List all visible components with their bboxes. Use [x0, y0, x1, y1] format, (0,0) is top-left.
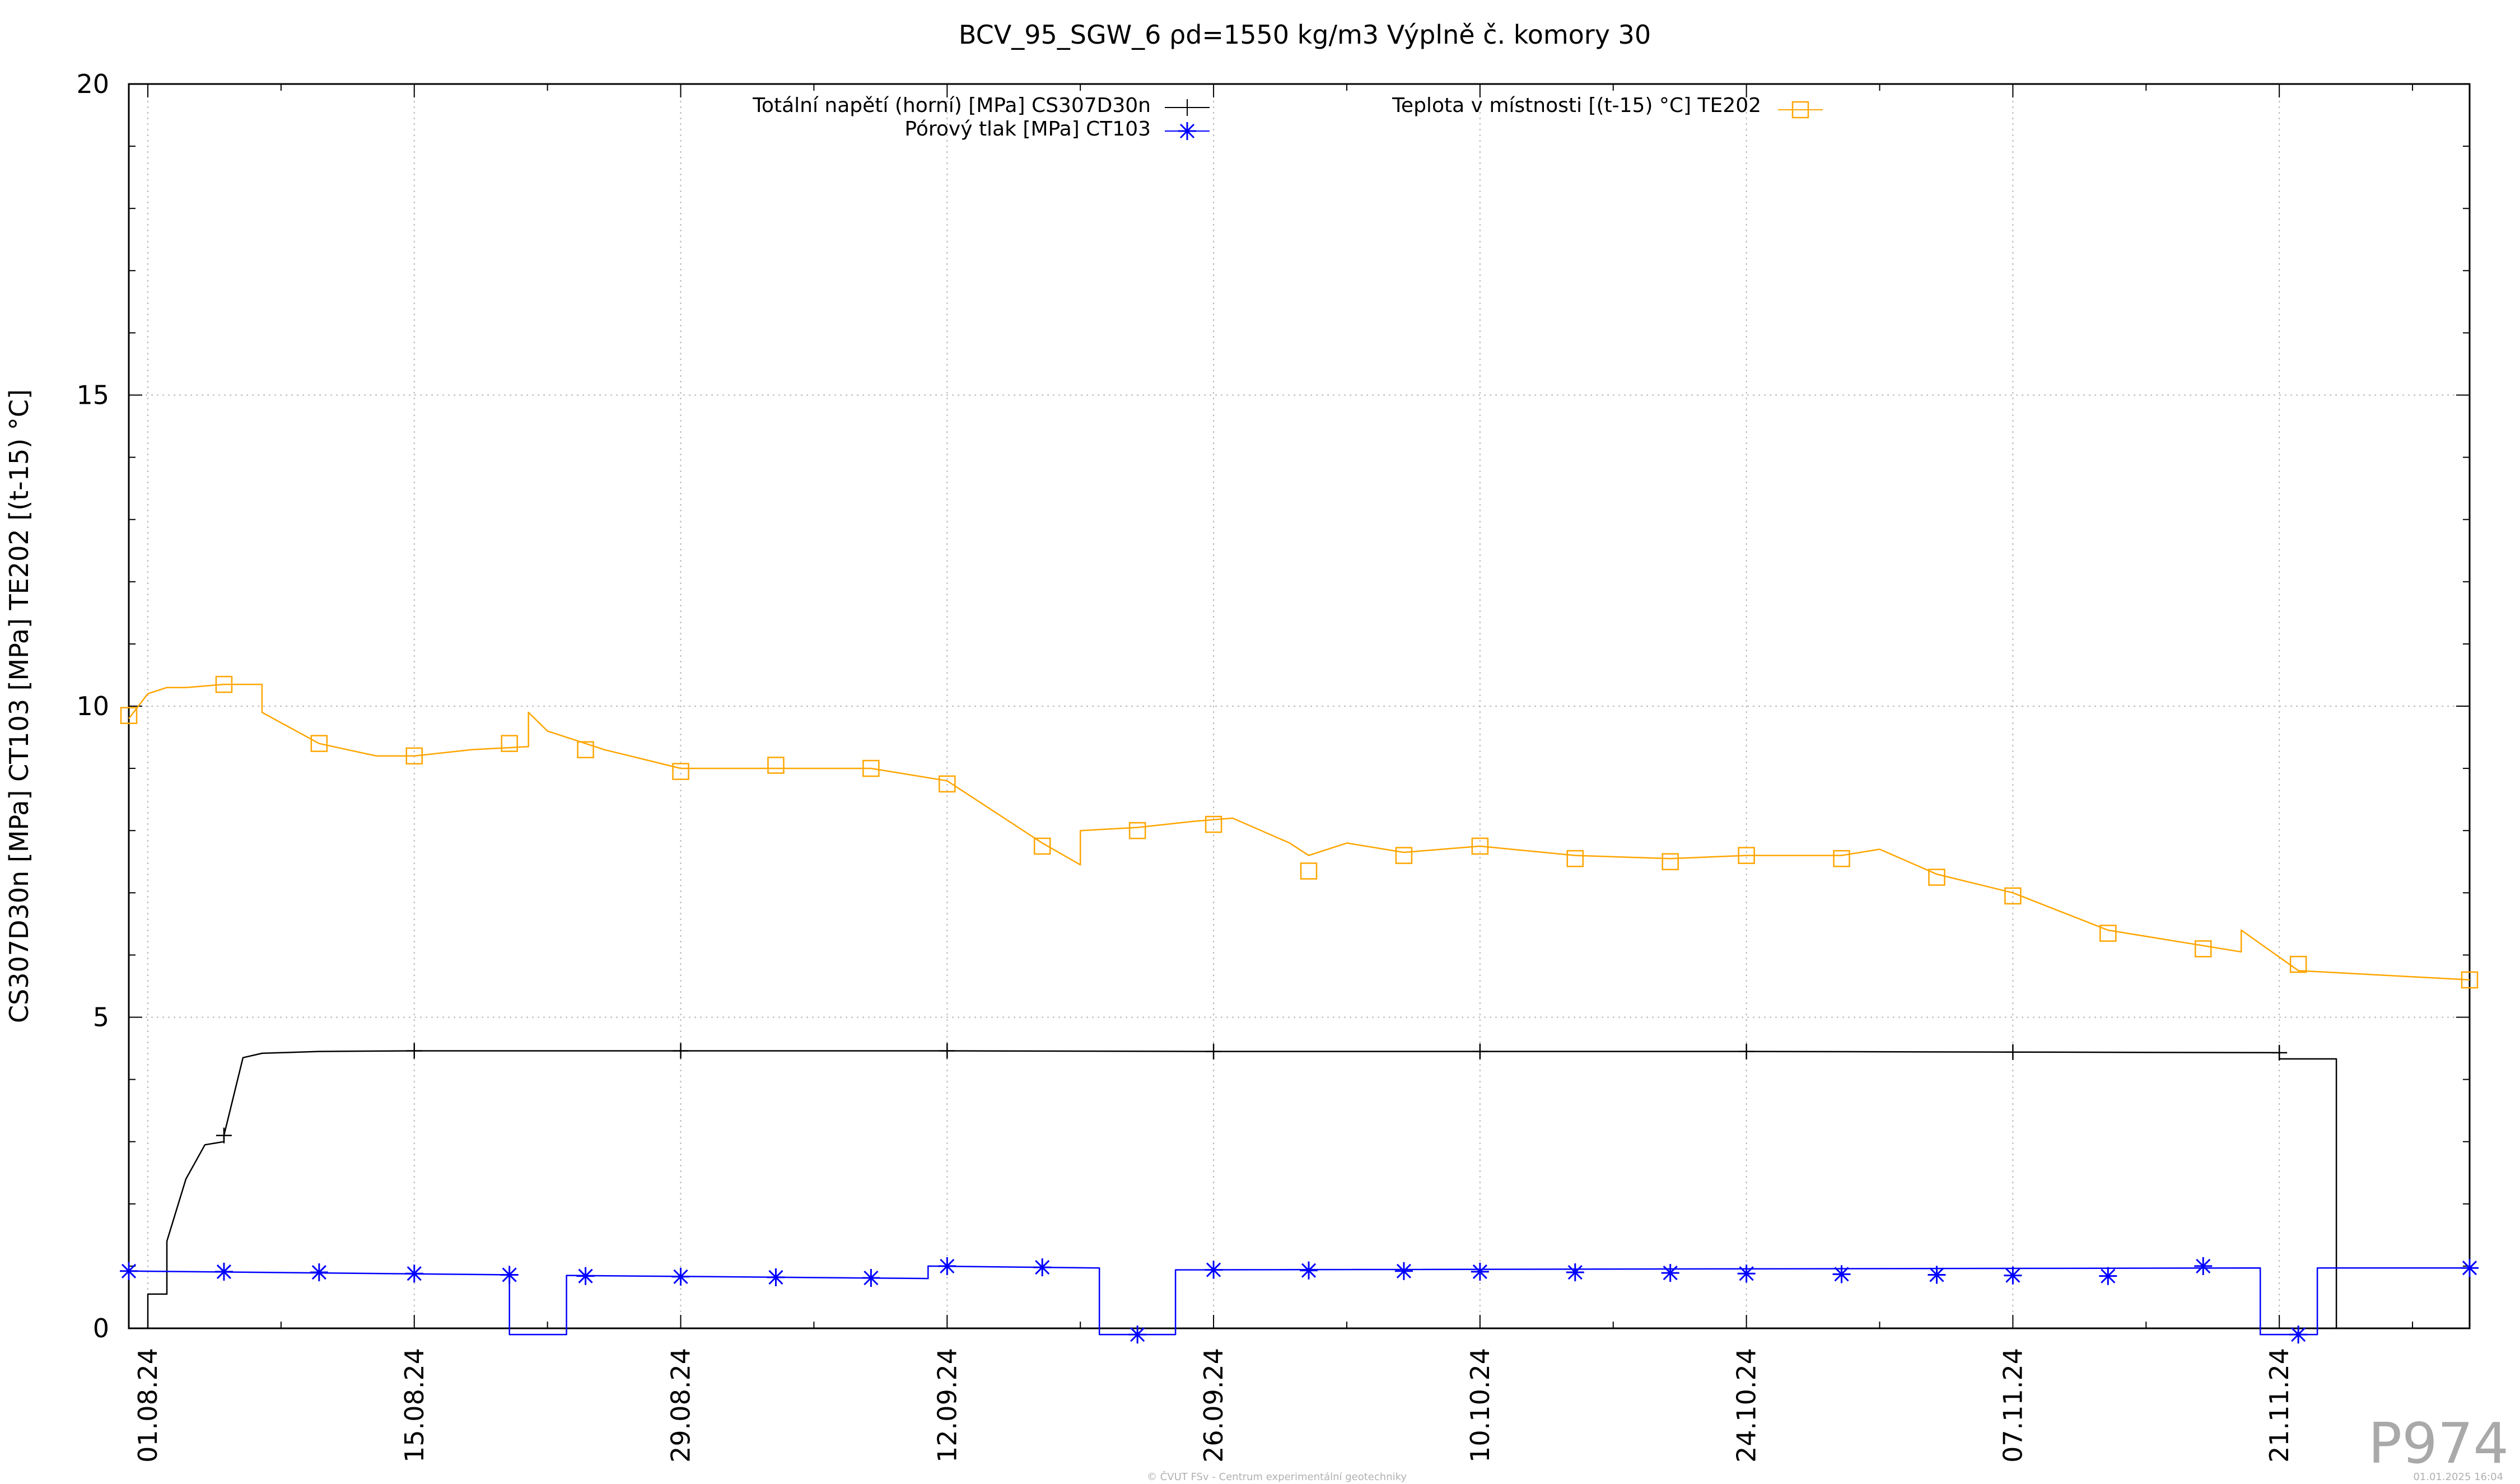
marker-square	[1033, 837, 1051, 855]
marker-star	[2099, 1267, 2117, 1285]
marker-square	[1738, 847, 1755, 864]
marker-square	[2194, 940, 2212, 958]
marker-star	[1394, 1262, 1413, 1280]
marker-plus	[1206, 1043, 1222, 1060]
marker-star	[1471, 1262, 1489, 1281]
marker-square	[310, 735, 328, 752]
x-tick-label: 10.10.24	[1465, 1348, 1495, 1463]
marker-star	[2461, 1259, 2479, 1277]
footer-copyright: © ČVUT FSv - Centrum experimentální geot…	[1147, 1471, 1407, 1483]
marker-star	[2289, 1326, 2308, 1344]
marker-square	[501, 735, 518, 752]
x-tick-label: 12.09.24	[932, 1348, 962, 1463]
marker-star	[1128, 1326, 1147, 1344]
x-ticks: 01.08.24 15.08.24 29.08.24 12.09.24 26.09.24…	[133, 84, 2414, 1463]
marker-star	[1566, 1263, 1584, 1282]
marker-plus	[1738, 1043, 1754, 1060]
chart-title: BCV_95_SGW_6 ρd=1550 kg/m3 Výplně č. kom…	[959, 20, 1651, 50]
marker-star	[2004, 1266, 2022, 1285]
marker-star	[1033, 1258, 1052, 1277]
y-axis-label: CS307D30n [MPa] CT103 [MPa] TE202 [(t-15…	[4, 389, 34, 1023]
legend-swatch-total-stress	[1165, 99, 1210, 116]
series-line-1	[128, 1265, 2470, 1336]
footer-timestamp: 01.01.2025 16:04	[2413, 1471, 2503, 1483]
marker-star	[671, 1267, 690, 1286]
marker-square	[1662, 853, 1679, 870]
y-tick-label: 10	[76, 691, 109, 721]
marker-square	[1395, 847, 1413, 864]
marker-square	[2004, 887, 2022, 905]
marker-plus	[1472, 1043, 1488, 1060]
marker-square	[862, 759, 880, 777]
series-line-2	[128, 683, 2470, 981]
y-tick-label: 20	[76, 69, 109, 99]
marker-star	[120, 1262, 138, 1280]
marker-star	[1928, 1266, 1946, 1284]
marker-plus	[673, 1043, 689, 1059]
y-tick-label: 5	[93, 1002, 109, 1033]
x-tick-label: 26.09.24	[1198, 1348, 1229, 1463]
plot-area: 0 5 10 15 20 01.08.24 15.08.24 29.08.24 12.09.2…	[76, 69, 2479, 1463]
marker-star	[310, 1263, 328, 1282]
marker-plus	[2005, 1044, 2021, 1060]
marker-square	[1471, 837, 1489, 855]
marker-star	[500, 1266, 519, 1284]
legend: Totální napětí (horní) [MPa] CS307D30n P…	[752, 94, 1823, 141]
marker-star	[1737, 1264, 1756, 1283]
marker-square	[1205, 815, 1222, 833]
marker-star	[938, 1257, 956, 1275]
marker-square	[120, 707, 138, 724]
x-tick-label: 07.11.24	[1998, 1348, 2028, 1463]
legend-swatch-room-temperature	[1778, 101, 1823, 119]
marker-square	[1128, 822, 1146, 839]
y-tick-label: 0	[93, 1313, 109, 1343]
marker-square	[215, 675, 233, 693]
marker-star	[1661, 1264, 1679, 1282]
series-markers	[120, 675, 2479, 1344]
marker-square	[2099, 925, 2117, 942]
marker-plus	[939, 1043, 955, 1059]
legend-label-room-temperature: Teplota v místnosti [(t-15) °C] TE202	[1392, 94, 1761, 117]
x-tick-label: 01.08.24	[133, 1348, 163, 1463]
marker-star	[1299, 1261, 1318, 1280]
legend-swatch-pore-pressure	[1165, 122, 1210, 140]
marker-square	[672, 763, 689, 780]
plot-id-watermark: P974	[2368, 1411, 2509, 1476]
legend-label-total-stress: Totální napětí (horní) [MPa] CS307D30n	[752, 94, 1151, 117]
x-tick-label: 24.10.24	[1732, 1348, 1762, 1463]
marker-star	[862, 1269, 880, 1287]
marker-star	[214, 1262, 233, 1281]
marker-star	[767, 1268, 785, 1286]
marker-square	[939, 775, 956, 793]
marker-square	[577, 741, 594, 759]
x-tick-label: 21.11.24	[2264, 1348, 2294, 1463]
marker-square	[767, 757, 785, 774]
marker-star	[405, 1264, 423, 1283]
marker-plus	[2271, 1044, 2288, 1061]
marker-plus	[216, 1127, 232, 1144]
legend-label-pore-pressure: Pórový tlak [MPa] CT103	[904, 118, 1151, 141]
marker-star	[2194, 1257, 2213, 1275]
marker-square	[405, 747, 423, 765]
y-tick-label: 15	[76, 380, 109, 410]
marker-square	[1833, 850, 1850, 867]
marker-square	[2461, 971, 2479, 989]
marker-square	[2289, 955, 2307, 973]
marker-star	[576, 1267, 595, 1285]
marker-square	[1566, 850, 1584, 867]
x-tick-label: 29.08.24	[666, 1348, 696, 1463]
gridlines	[129, 84, 2470, 1328]
marker-star	[1832, 1265, 1851, 1284]
marker-plus	[406, 1043, 422, 1059]
marker-square	[1300, 862, 1318, 880]
x-tick-label: 15.08.24	[399, 1348, 430, 1463]
marker-square	[1928, 869, 1945, 886]
marker-star	[1205, 1261, 1223, 1279]
